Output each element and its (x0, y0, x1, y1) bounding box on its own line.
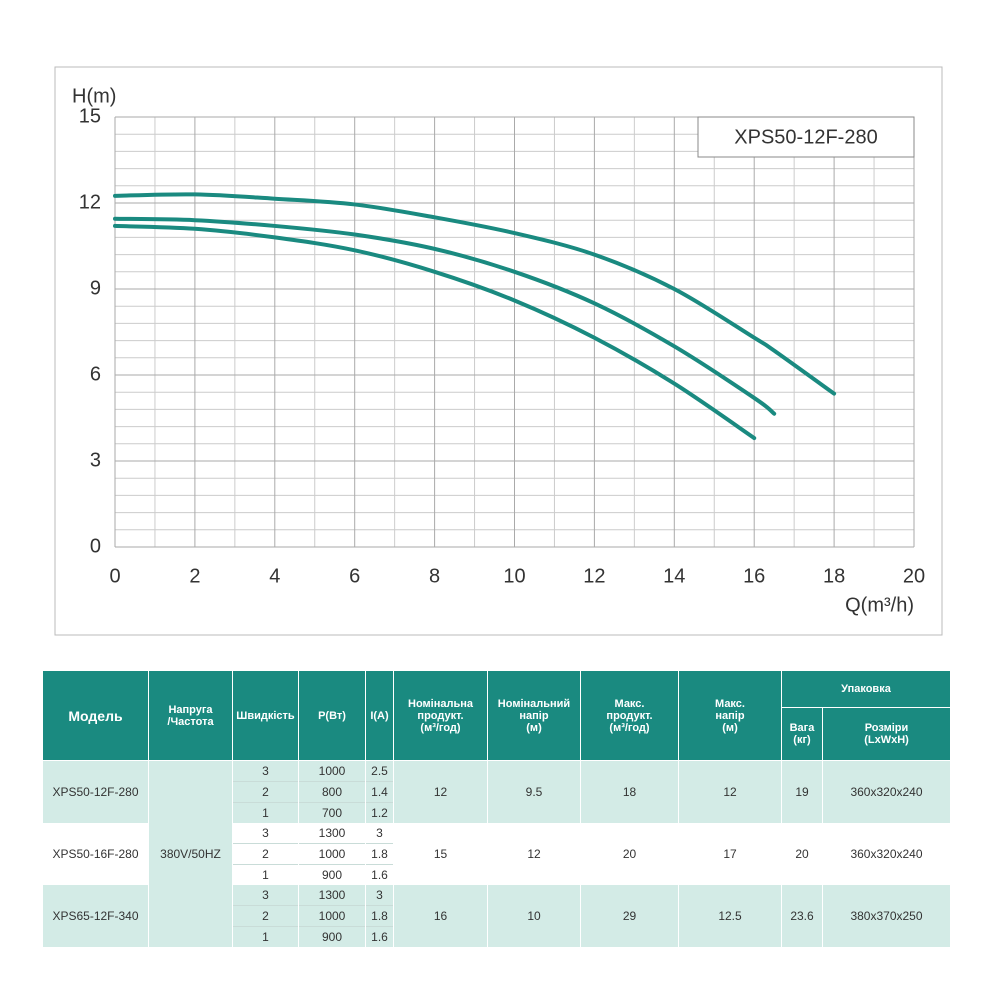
x-tick-label: 12 (583, 565, 605, 587)
row: XPS50-12F-280 380V/50HZ 3 1000 2.5 12 9.5 18 12 1… (42, 760, 951, 947)
cell: XPS50-16F-280 (42, 823, 149, 885)
header: Номінальний напір (м) (487, 670, 581, 761)
cell: 1000 (298, 905, 366, 927)
y-tick-label: 0 (90, 535, 101, 557)
x-tick-label: 18 (823, 565, 845, 587)
header: Макс. продукт. (м³/год) (580, 670, 679, 761)
cell: XPS50-12F-280 (42, 760, 149, 823)
header: Вага (кг) (781, 707, 823, 761)
cell: 2 (232, 905, 299, 927)
cell: 700 (298, 802, 366, 823)
cell: 29 (580, 885, 679, 947)
y-tick-label: 15 (79, 105, 101, 127)
x-tick-label: 0 (109, 565, 120, 587)
cell: 20 (781, 823, 823, 885)
cell: 1000 (298, 760, 366, 782)
x-axis-label: Q(m³/h) (845, 594, 914, 616)
row: 2 1000 1.8 (43, 905, 951, 927)
cell: 1300 (298, 885, 366, 906)
cell: 360x320x240 (822, 760, 951, 823)
curve (113, 192, 837, 396)
y-tick-label: 9 (90, 277, 101, 299)
x-tick-label: 14 (663, 565, 685, 587)
header: Напруга /Частота (148, 670, 233, 761)
cell: 1.6 (365, 864, 394, 885)
x-tick-label: 2 (189, 565, 200, 587)
cell: 3 (232, 823, 299, 844)
row: XPS65-12F-340 3 1300 3 16 10 29 12.5 23.6 380x370… (42, 885, 951, 947)
row: 1 900 1.6 (43, 864, 951, 885)
cell: 800 (298, 781, 366, 803)
header: P(Вт) (298, 670, 366, 761)
cell: 3 (365, 823, 394, 844)
annotation-box (697, 116, 915, 158)
cell: 23.6 (781, 885, 823, 947)
row: 2 800 1.4 (43, 781, 951, 803)
header: Швидкість (232, 670, 299, 761)
cell: 1 (232, 802, 299, 823)
cell: 12 (393, 760, 488, 823)
x-tick-label: 20 (903, 565, 925, 587)
cell: 12.5 (678, 885, 782, 947)
cell: 18 (580, 760, 679, 823)
row: 1 700 1.2 (43, 802, 951, 823)
header: Номінальна продукт. (м³/год) (393, 670, 488, 761)
cell: 1.2 (365, 802, 394, 823)
cell: 12 (487, 823, 581, 885)
cell: 12 (678, 760, 782, 823)
cell: 1.6 (365, 926, 394, 947)
header: Модель (42, 670, 149, 761)
cell: 19 (781, 760, 823, 823)
chart: XPS50-12F-280 H(m) Q(m³/h) 0 2 4 6 8 10 12 14 16… (54, 66, 943, 636)
y-tick-label: 3 (90, 449, 101, 471)
cell: 1 (232, 926, 299, 947)
cell: 1 (232, 864, 299, 885)
cell: 360x320x240 (822, 823, 951, 885)
cell: 20 (580, 823, 679, 885)
x-tick-label: 16 (743, 565, 765, 587)
cell: 3 (232, 760, 299, 782)
cell: 16 (393, 885, 488, 947)
header: I(A) (365, 670, 394, 761)
cell: 2 (232, 843, 299, 865)
cell: 1.8 (365, 843, 394, 865)
cell: 10 (487, 885, 581, 947)
grid (114, 116, 915, 548)
cell: 2 (232, 781, 299, 803)
cell: 17 (678, 823, 782, 885)
table-body: XPS50-12F-280 380V/50HZ 3 1000 2.5 12 9.5 18 12 1… (42, 760, 951, 947)
cell: 1.8 (365, 905, 394, 927)
curve (113, 216, 777, 416)
cell: 1000 (298, 843, 366, 865)
row: 2 1000 1.8 (43, 843, 951, 865)
curve (113, 223, 757, 441)
x-tick-label: 8 (429, 565, 440, 587)
cell: 1300 (298, 823, 366, 844)
y-axis-label: H(m) (72, 85, 116, 107)
cell: 380V/50HZ (148, 760, 233, 947)
x-tick-label: 10 (503, 565, 525, 587)
row: 1 900 1.6 (43, 926, 951, 947)
header: Упаковка (781, 670, 951, 708)
cell: 15 (393, 823, 488, 885)
cell: 1.4 (365, 781, 394, 803)
y-tick-label: 12 (79, 191, 101, 213)
cell: XPS65-12F-340 (42, 885, 149, 947)
cell: 9.5 (487, 760, 581, 823)
spec-table: Модель Напруга /Частота Швидкість P(Вт) … (42, 670, 951, 947)
cell: 3 (232, 885, 299, 906)
cell: 3 (365, 885, 394, 906)
x-tick-label: 4 (269, 565, 280, 587)
x-tick-label: 6 (349, 565, 360, 587)
cell: 900 (298, 864, 366, 885)
cell: 2.5 (365, 760, 394, 782)
header: Розміри (LxWxH) (822, 707, 951, 761)
row: XPS50-16F-280 3 1300 3 15 12 20 17 20 360x320x240 (42, 823, 951, 885)
y-tick-label: 6 (90, 363, 101, 385)
annotation: XPS50-12F-280 (734, 126, 877, 148)
cell: 380x370x250 (822, 885, 951, 947)
header: Макс. напір (м) (678, 670, 782, 761)
cell: 900 (298, 926, 366, 947)
